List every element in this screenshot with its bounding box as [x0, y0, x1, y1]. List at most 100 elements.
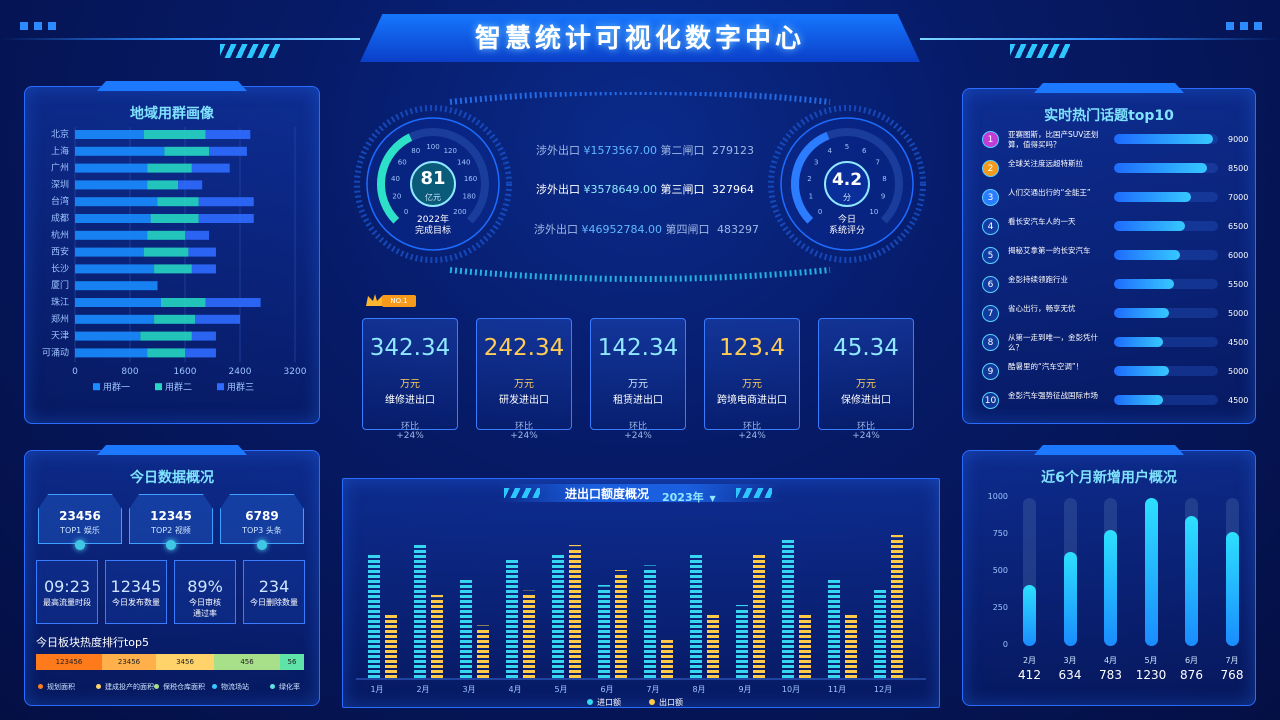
kpi-compare: 环比: [400, 422, 419, 432]
info-num: 483297: [716, 223, 759, 236]
panel-tab: [1034, 445, 1184, 455]
bar-segment: [782, 670, 794, 673]
gauge-tick-label: 8: [882, 175, 886, 183]
trade-stripes-right: [736, 488, 772, 498]
bar-segment: [615, 595, 627, 598]
info-gate: 第四闸口: [665, 223, 710, 236]
topic-text: 从第一走到唯一，金彭凭什么？: [1008, 333, 1098, 352]
info-num: 279123: [711, 144, 754, 157]
trade-panel: [342, 478, 940, 708]
bar-segment: [845, 620, 857, 623]
bar-segment: [368, 635, 380, 638]
gauge-tick-label: 6: [862, 147, 867, 155]
bar-segment: [598, 585, 610, 587]
bar-segment: [736, 670, 748, 673]
bar-segment: [506, 630, 518, 633]
x-category-label: 7月: [1225, 656, 1239, 665]
bar-segment: [477, 625, 489, 626]
bar-segment: [569, 570, 581, 573]
bar-segment: [178, 180, 203, 190]
bar-segment: [644, 620, 656, 623]
indicator-dot: [75, 540, 85, 550]
bar-segment: [799, 620, 811, 623]
bar-segment: [874, 605, 886, 608]
year-select[interactable]: 2023年 ▼: [662, 489, 716, 505]
bar-segment: [874, 655, 886, 658]
bar-segment: [828, 660, 840, 663]
stat-number: 09:23: [43, 577, 91, 596]
top3-label: TOP3 头条: [242, 526, 282, 535]
overview-panel-title: 今日数据概况: [130, 470, 214, 486]
bar-segment: [707, 630, 719, 633]
bar-segment: [874, 640, 886, 643]
bar-segment: [891, 655, 903, 658]
bar-segment: [690, 610, 702, 613]
topics-panel: 实时热门话题top10: [962, 83, 1256, 424]
bar-segment: [891, 560, 903, 563]
bar: [523, 590, 535, 678]
bar-segment: [552, 605, 564, 608]
bar-segment: [195, 314, 240, 324]
y-category-label: 广州: [51, 162, 69, 174]
kpi-label: 跨境电商进出口: [717, 395, 787, 406]
bar-segment: [506, 610, 518, 613]
bar-segment: [368, 595, 380, 598]
bar: [506, 560, 518, 678]
bar-segment: [690, 675, 702, 678]
bar-segment: [598, 640, 610, 643]
bar-segment: [477, 655, 489, 658]
gauge-tick-label: 200: [453, 208, 466, 216]
bar-segment: [523, 640, 535, 643]
bar-segment: [644, 660, 656, 663]
bar-segment: [414, 640, 426, 643]
bar-segment: [782, 675, 794, 678]
bar-segment: [782, 635, 794, 638]
value-label: 412: [1018, 668, 1041, 682]
legend-dot: [587, 699, 593, 705]
no1-badge: NO.1: [364, 292, 418, 308]
bar-segment: [891, 630, 903, 633]
bar: [431, 595, 443, 678]
bar-segment: [385, 660, 397, 663]
bar-segment: [644, 610, 656, 613]
bar-segment: [891, 605, 903, 608]
bar-segment: [891, 535, 903, 538]
topic-row: 3 人们交通出行的“全能王” 7000: [980, 186, 1250, 212]
bar-segment: [874, 670, 886, 673]
bar-segment: [828, 655, 840, 658]
gauge-tick-label: 0: [818, 208, 822, 216]
x-category-label: 5月: [554, 685, 567, 694]
legend-label: 保税仓库面积: [163, 683, 205, 691]
bar-segment: [75, 130, 144, 139]
bar-segment: [845, 640, 857, 643]
bar-segment: [690, 640, 702, 643]
region-panel-title: 地域用群画像: [130, 106, 214, 122]
info-gate: 第二闸口: [660, 144, 705, 157]
bar-segment: [615, 665, 627, 668]
bar-segment: [891, 670, 903, 673]
legend-dot: [212, 684, 217, 689]
header-dots-left: [20, 22, 56, 30]
bar-segment: [782, 605, 794, 608]
bar-segment: [75, 197, 158, 207]
bar-segment: [644, 580, 656, 583]
x-category-label: 4月: [508, 685, 521, 694]
bar-segment: [414, 655, 426, 658]
gauge-tick-label: 4: [828, 147, 833, 155]
top3-card: 12345 TOP2 视频: [129, 494, 213, 544]
bar-segment: [753, 650, 765, 653]
bar-segment: [506, 565, 518, 568]
bar-segment: [644, 590, 656, 593]
kpi-label: 维修进出口: [385, 395, 435, 406]
bar-segment: [598, 635, 610, 638]
bar-segment: [147, 348, 185, 358]
bar-segment: [414, 605, 426, 608]
bar-segment: [874, 650, 886, 653]
info-gate: 第三闸口: [660, 183, 705, 196]
bar-segment: [891, 635, 903, 638]
bar-segment: [460, 615, 472, 618]
bar-segment: [782, 630, 794, 633]
y-tick-label: 750: [992, 529, 1008, 538]
bar-segment: [736, 675, 748, 678]
bar-segment: [506, 660, 518, 663]
